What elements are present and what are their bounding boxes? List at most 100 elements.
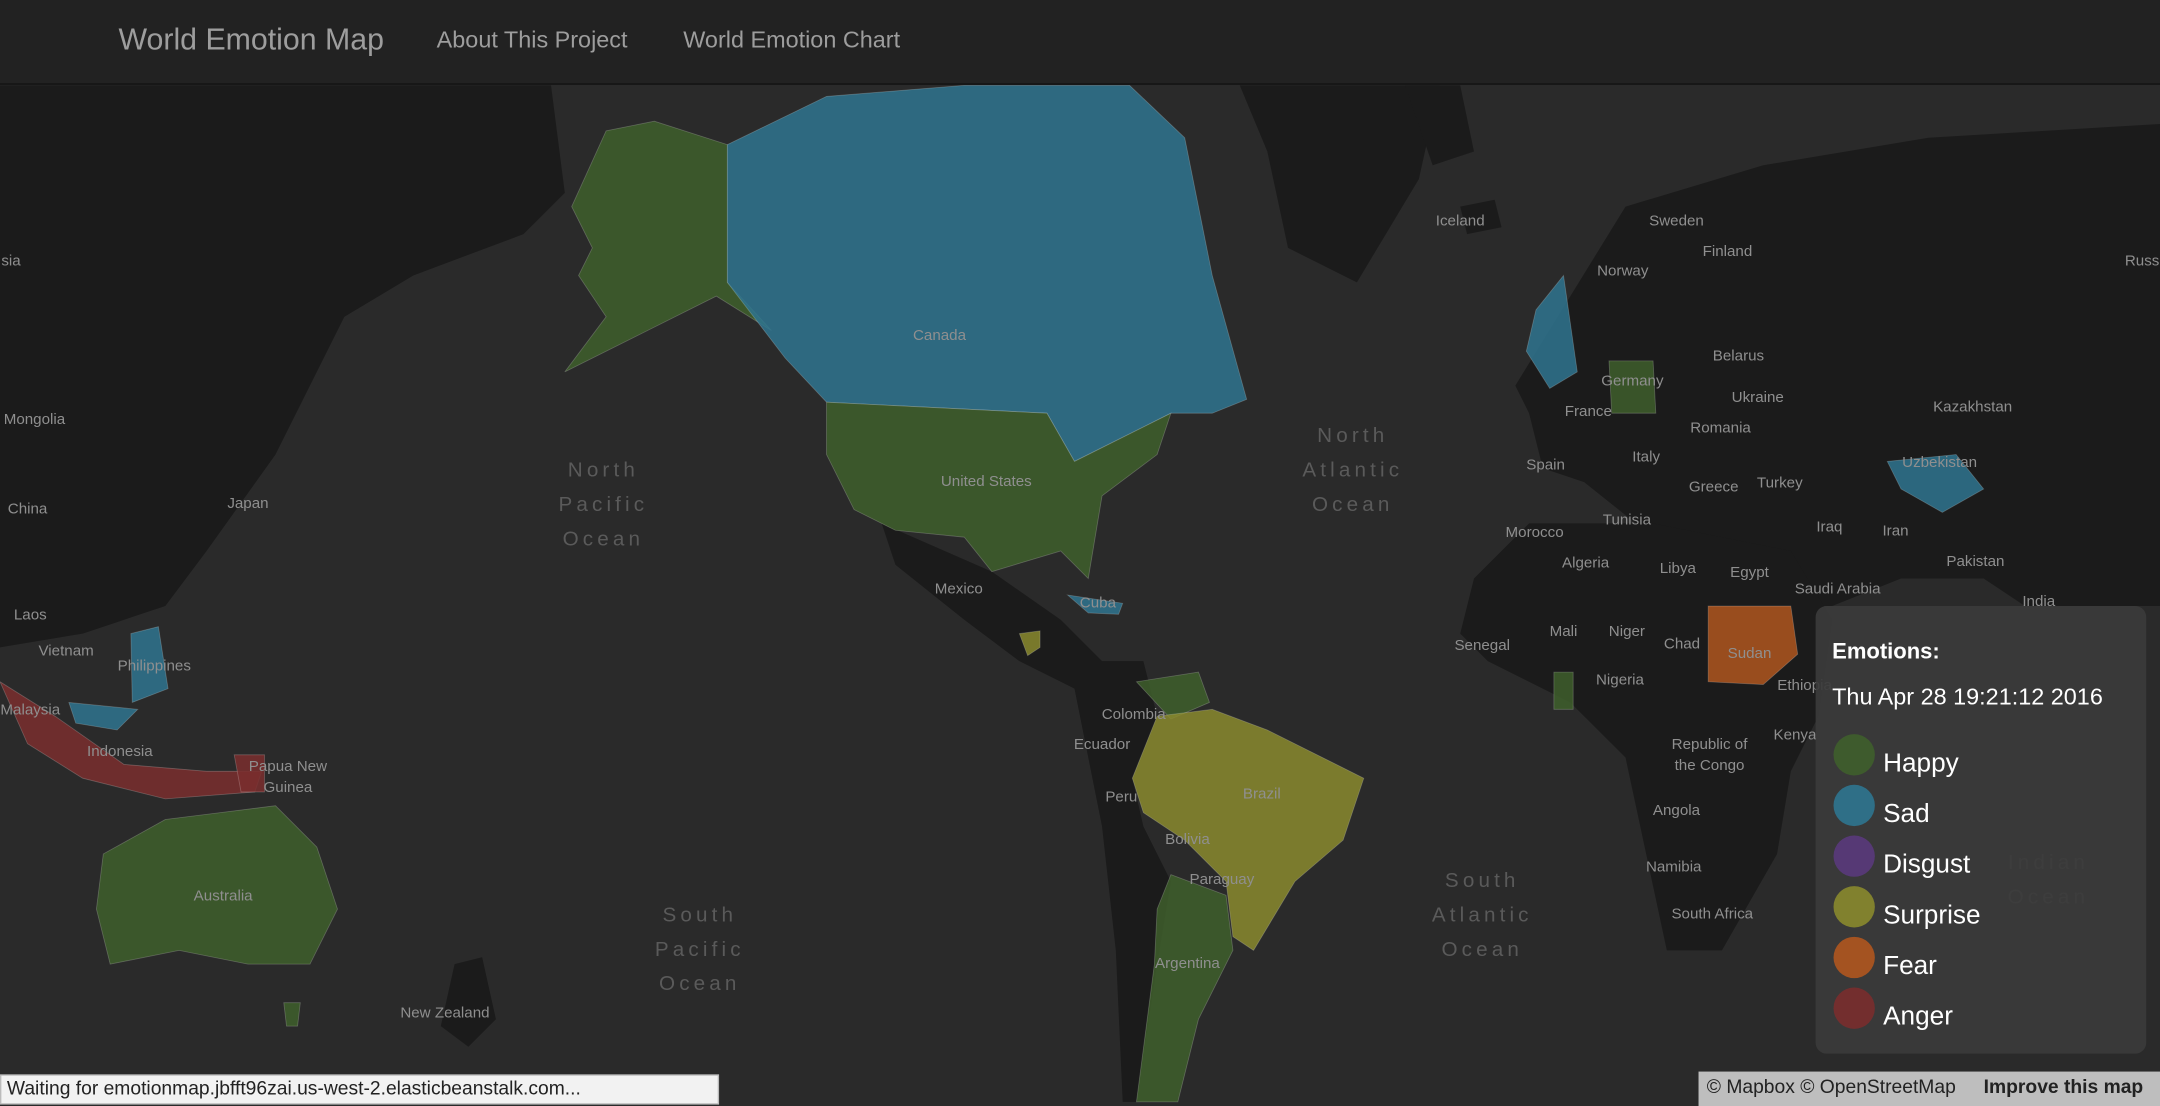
country [1131,708,1365,951]
legend [1815,606,2147,1054]
country-label: the Congo [1675,757,1745,774]
country-label: Sudan [1728,645,1772,662]
countries [0,84,1985,1103]
legend-title: Emotions: [1832,639,1940,664]
country-label: Vietnam [38,642,93,659]
country [1707,605,1799,685]
attribution-link[interactable]: Improve this map [1984,1077,2144,1098]
country-label: Laos [14,607,47,624]
attribution-text[interactable]: © Mapbox © OpenStreetMap [1707,1077,1956,1098]
country-label: Mali [1550,623,1578,640]
country-label: Namibia [1646,859,1702,876]
country-label: Niger [1609,623,1645,640]
country-label: Nigeria [1596,671,1645,688]
nav-link[interactable]: About This Project [437,27,628,53]
country-label: Turkey [1757,474,1803,491]
legend-label: Surprise [1883,899,1980,929]
legend-swatch [1833,987,1875,1029]
legend-label: Fear [1883,950,1937,980]
country [826,401,1172,580]
country-label: India [2022,593,2055,610]
country-label: Brazil [1243,786,1281,803]
ocean-label: South [1445,869,1520,892]
legend-label: Happy [1883,747,1960,777]
ocean-label: North [1317,424,1388,447]
country [1608,360,1657,414]
country-label: Greece [1689,479,1739,496]
country-label: Guinea [263,779,312,796]
country-label: Romania [1690,419,1751,436]
country-label: Norway [1597,262,1649,279]
country-label: Angola [1653,802,1701,819]
country [96,805,338,965]
country-label: Bolivia [1165,831,1210,848]
country [1136,874,1234,1103]
country-label: Malaysia [0,702,60,719]
country-label: Kenya [1773,726,1817,743]
legend-label: Sad [1883,798,1930,828]
country-label: Egypt [1730,564,1770,581]
country-label: Germany [1601,373,1664,390]
country-label: France [1565,403,1612,420]
country-label: sia [1,253,21,270]
ocean-label: South [662,903,737,926]
country-label: South Africa [1671,906,1753,923]
legend-swatch [1833,835,1875,877]
country-label: Republic of [1672,736,1749,753]
ocean-label: North [568,459,639,482]
country [1525,274,1578,389]
country [68,701,139,731]
country-label: Iran [1882,523,1908,540]
ocean-label: Pacific [558,493,648,516]
ocean-label: Atlantic [1302,459,1403,482]
timestamp: Thu Apr 28 19:21:12 2016 [1832,683,2103,709]
country-label: Spain [1526,457,1565,474]
country [1018,630,1041,657]
country-label: United States [941,473,1032,490]
country-label: Russ [2125,253,2160,270]
country-label: Paraguay [1189,871,1254,888]
ocean-label: Pacific [655,938,745,961]
country-label: Colombia [1102,706,1167,723]
country-label: Iraq [1816,519,1842,536]
country-label: Uzbekistan [1902,454,1977,471]
country-label: Algeria [1562,554,1610,571]
map-labels: sia Russ Iceland Sweden Finland Norway Belarus… [0,213,2159,1022]
ocean-label: Atlantic [1432,903,1533,926]
country [564,120,772,373]
country-label: Morocco [1506,524,1564,541]
ocean-label: Ocean [659,972,741,995]
country-label: New Zealand [400,1005,489,1022]
country-label: Chad [1664,636,1700,653]
country-label: Sweden [1649,213,1704,230]
brand[interactable]: World Emotion Map [118,23,384,56]
legend-swatch [1833,936,1875,979]
legend-items: Happy Sad Disgust Surprise Fear Anger [1833,734,1981,1031]
country-label: Italy [1632,448,1660,465]
nav-link[interactable]: World Emotion Chart [683,27,900,53]
country [1553,671,1574,710]
country-label: Finland [1703,243,1753,260]
legend-label: Anger [1883,1001,1953,1031]
country [1066,594,1124,615]
legend-label: Disgust [1883,849,1971,879]
country-label: Cuba [1080,594,1117,611]
country-label: Saudi Arabia [1795,581,1881,598]
country-label: Canada [913,327,967,344]
country-label: Argentina [1155,955,1220,972]
ocean-label: Ocean [1312,493,1394,516]
country-label: Ukraine [1732,389,1784,406]
country-label: Libya [1660,560,1697,577]
country-label: Papua New [249,758,327,775]
country-label: Mongolia [4,411,66,428]
country-label: China [8,501,48,518]
legend-swatch [1833,784,1875,827]
status-text: Waiting for emotionmap.jbfft96zai.us-wes… [7,1079,581,1100]
ocean-label: Ocean [1441,938,1523,961]
country-label: Indonesia [87,743,153,760]
legend-swatch [1833,734,1875,776]
country-label: Philippines [118,658,192,675]
country-label: Kazakhstan [1933,399,2012,416]
